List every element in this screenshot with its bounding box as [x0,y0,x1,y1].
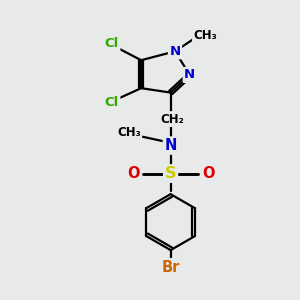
Text: O: O [127,166,140,181]
Text: CH₂: CH₂ [160,112,184,126]
Text: Cl: Cl [105,38,119,50]
Text: O: O [202,166,214,181]
Text: CH₃: CH₃ [117,126,141,139]
Text: N: N [184,68,195,81]
Text: N: N [164,138,177,153]
Text: S: S [165,166,176,181]
Text: Br: Br [161,260,180,275]
Text: CH₃: CH₃ [194,29,217,42]
Text: Cl: Cl [105,96,119,110]
Text: N: N [169,45,181,58]
